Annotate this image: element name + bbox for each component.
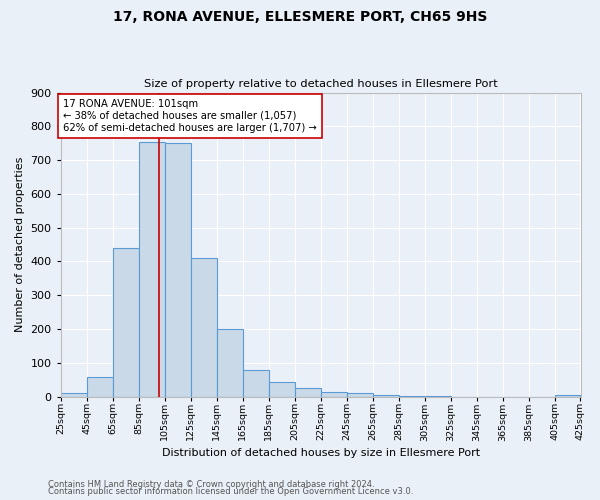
Bar (217, 329, 242, 396)
Title: Size of property relative to detached houses in Ellesmere Port: Size of property relative to detached ho… (144, 79, 497, 89)
Bar (139, 142, 164, 396)
Bar (269, 382, 295, 396)
Bar (61, 393, 86, 396)
Bar (164, 143, 191, 397)
Bar (191, 258, 217, 396)
Bar (373, 395, 398, 396)
Bar (242, 370, 269, 396)
Bar (113, 248, 139, 396)
Bar (320, 392, 347, 396)
X-axis label: Distribution of detached houses by size in Ellesmere Port: Distribution of detached houses by size … (161, 448, 479, 458)
Text: Contains HM Land Registry data © Crown copyright and database right 2024.: Contains HM Land Registry data © Crown c… (48, 480, 374, 489)
Text: 17, RONA AVENUE, ELLESMERE PORT, CH65 9HS: 17, RONA AVENUE, ELLESMERE PORT, CH65 9H… (113, 10, 487, 24)
Y-axis label: Number of detached properties: Number of detached properties (15, 157, 25, 332)
Bar (347, 393, 373, 396)
Bar (554, 395, 580, 396)
Bar (295, 388, 320, 396)
Bar (86, 377, 113, 396)
Text: Contains public sector information licensed under the Open Government Licence v3: Contains public sector information licen… (48, 488, 413, 496)
Text: 17 RONA AVENUE: 101sqm
← 38% of detached houses are smaller (1,057)
62% of semi-: 17 RONA AVENUE: 101sqm ← 38% of detached… (64, 100, 317, 132)
